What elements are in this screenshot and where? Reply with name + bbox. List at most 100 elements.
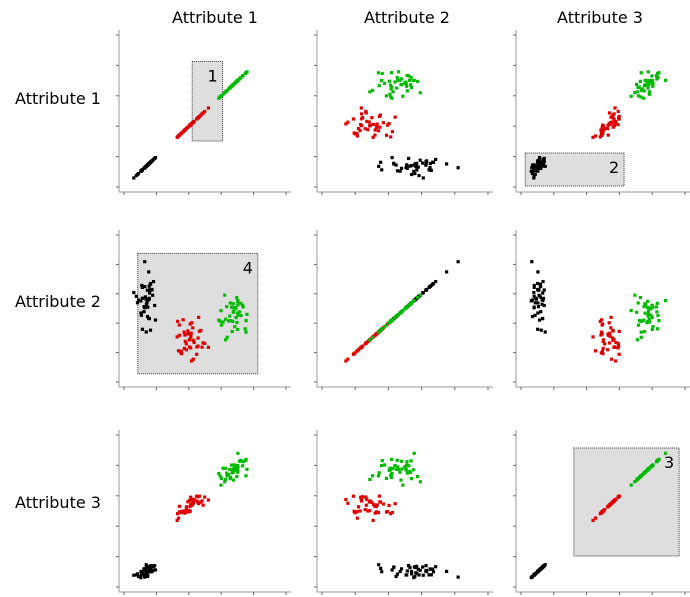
- data-point-green: [396, 465, 400, 469]
- data-point-red: [177, 333, 182, 337]
- data-point-green: [639, 335, 643, 339]
- data-point-black: [429, 168, 433, 173]
- data-point-green: [409, 302, 413, 306]
- data-point-red: [199, 500, 203, 504]
- data-point-black: [377, 164, 381, 168]
- data-point-black: [151, 293, 155, 297]
- data-point-black: [135, 572, 140, 576]
- data-point-red: [182, 346, 187, 350]
- data-point-black: [412, 575, 416, 580]
- data-point-red: [355, 516, 359, 520]
- panel-r0-c1[interactable]: [314, 30, 493, 195]
- panel-r2-c1[interactable]: [314, 430, 493, 595]
- data-point-red: [361, 495, 365, 499]
- data-point-green: [409, 470, 413, 474]
- data-point-black: [151, 158, 155, 162]
- data-point-red: [616, 109, 620, 114]
- data-point-red: [617, 114, 621, 119]
- data-point-green: [218, 474, 222, 478]
- data-point-black: [379, 566, 383, 570]
- data-point-black: [139, 311, 143, 315]
- data-point-green: [377, 84, 381, 88]
- data-point-green: [418, 480, 422, 484]
- data-point-black: [143, 575, 147, 579]
- data-point-black: [421, 291, 425, 295]
- data-point-black: [529, 299, 533, 303]
- brush-rect-3[interactable]: [573, 447, 680, 557]
- data-point-red: [181, 318, 185, 322]
- data-point-red: [184, 348, 189, 352]
- data-point-black: [380, 570, 384, 574]
- data-point-green: [376, 474, 381, 478]
- panel-r0-c2[interactable]: 2: [513, 30, 690, 195]
- panel-r1-c0[interactable]: 4: [116, 230, 291, 390]
- panel-r1-c1[interactable]: [314, 230, 493, 390]
- data-point-green: [650, 303, 654, 307]
- data-point-red: [374, 510, 379, 514]
- data-point-green: [398, 470, 402, 474]
- data-point-red: [609, 315, 613, 319]
- data-point-red: [186, 329, 190, 333]
- data-point-green: [376, 71, 381, 75]
- brush-rect-1[interactable]: [191, 61, 224, 142]
- data-point-red: [599, 330, 604, 334]
- data-point-black: [140, 285, 144, 290]
- data-point-green: [223, 480, 227, 484]
- data-point-green: [231, 309, 235, 313]
- data-point-red: [606, 127, 610, 131]
- data-point-green: [405, 460, 409, 464]
- panel-r2-c0[interactable]: [116, 430, 291, 595]
- data-point-red: [378, 500, 383, 504]
- data-point-red: [598, 135, 602, 139]
- data-point-red: [591, 335, 595, 339]
- data-point-red: [611, 500, 615, 504]
- data-point-red: [603, 127, 607, 131]
- data-point-green: [640, 319, 645, 323]
- data-point-green: [655, 310, 659, 314]
- data-point-green: [393, 315, 397, 320]
- data-point-black: [147, 162, 151, 166]
- data-point-green: [629, 483, 633, 487]
- data-point-green: [224, 317, 228, 321]
- panel-r2-c2[interactable]: 3: [513, 430, 690, 595]
- data-point-red: [206, 106, 211, 110]
- data-point-black: [413, 162, 417, 166]
- data-point-red: [601, 339, 605, 344]
- data-point-red: [359, 106, 363, 110]
- data-point-black: [136, 574, 141, 579]
- data-point-black: [153, 303, 157, 308]
- data-point-red: [389, 135, 393, 139]
- data-point-black: [144, 297, 148, 301]
- data-point-green: [650, 464, 654, 468]
- data-point-black: [539, 328, 543, 332]
- data-point-black: [408, 565, 412, 570]
- data-point-black: [456, 166, 460, 170]
- data-point-green: [227, 319, 231, 323]
- data-point-red: [344, 122, 348, 126]
- data-point-black: [543, 563, 547, 567]
- data-point-red: [593, 349, 598, 353]
- data-point-red: [612, 337, 616, 341]
- data-point-red: [183, 333, 187, 337]
- panel-r0-c0[interactable]: 1: [116, 30, 291, 195]
- data-point-red: [177, 133, 182, 137]
- data-point-black: [135, 172, 140, 177]
- data-point-green: [229, 305, 234, 309]
- data-point-red: [376, 129, 381, 133]
- data-point-green: [219, 476, 223, 480]
- data-point-black: [408, 164, 412, 168]
- data-point-green: [235, 320, 239, 325]
- data-point-red: [180, 352, 184, 356]
- data-point-green: [382, 463, 387, 467]
- data-point-red: [387, 503, 391, 508]
- data-point-green: [655, 75, 659, 80]
- data-point-red: [189, 495, 193, 499]
- data-point-black: [143, 260, 147, 264]
- data-point-green: [657, 319, 661, 323]
- data-point-green: [649, 307, 653, 311]
- data-point-green: [649, 78, 653, 82]
- panel-r1-c2[interactable]: [513, 230, 690, 390]
- data-point-red: [384, 133, 389, 137]
- data-point-green: [236, 311, 240, 315]
- data-point-green: [647, 90, 651, 94]
